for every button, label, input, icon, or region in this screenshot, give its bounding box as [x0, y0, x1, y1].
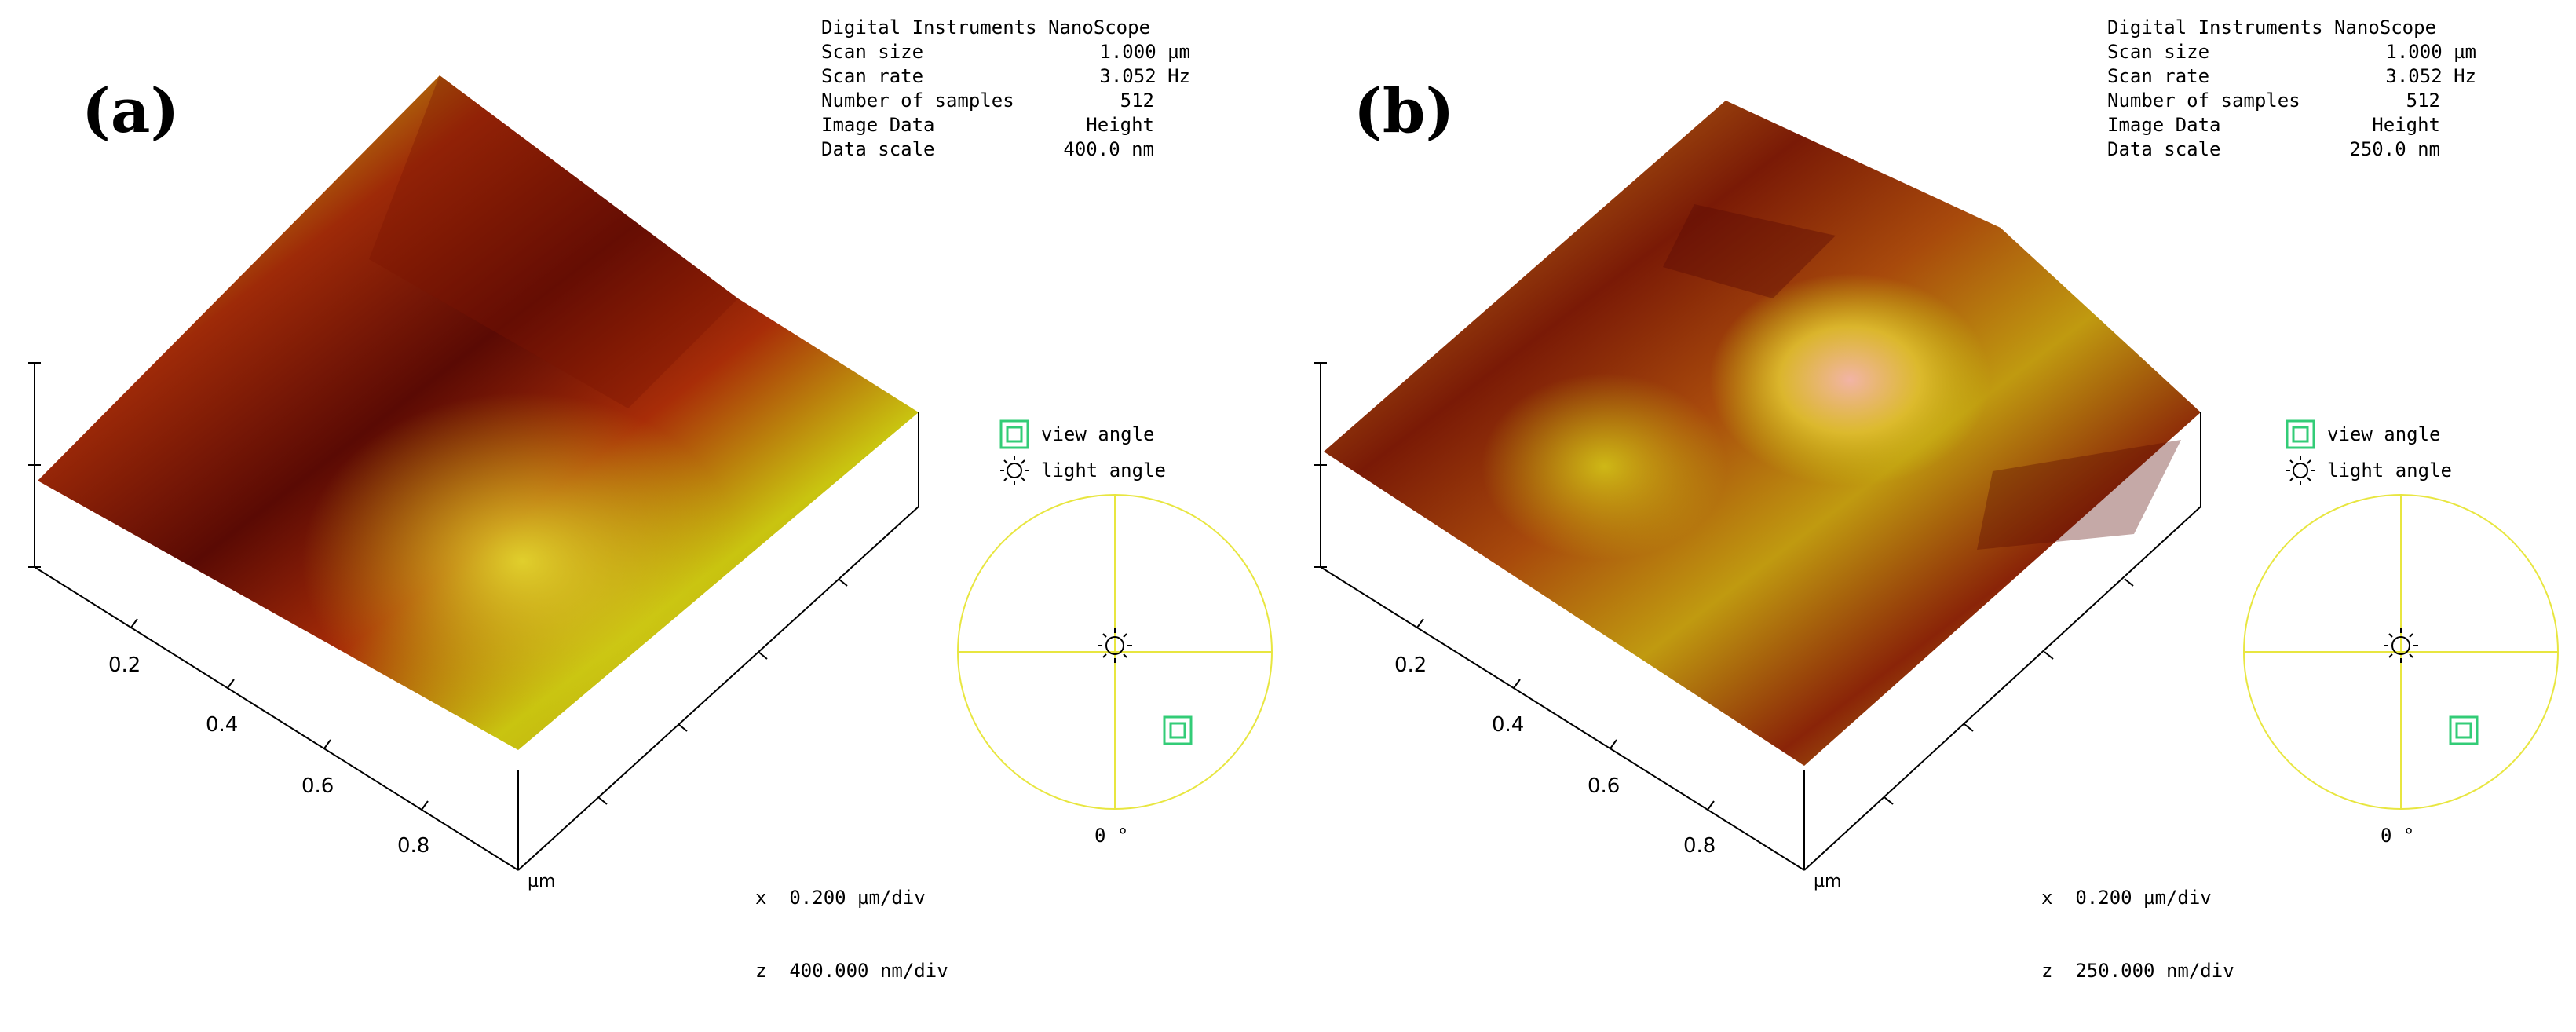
info-row-scan-size: Scan size 1.000 µm — [2107, 41, 2476, 63]
tick-label: 0.4 — [1492, 713, 1525, 737]
scale-z: z 400.000 nm/div — [755, 960, 948, 982]
afm-3d-surface-a — [28, 75, 1273, 871]
view-angle-label: view angle — [2327, 423, 2441, 445]
tick-label: 0.4 — [206, 713, 239, 737]
info-row-data-scale: Data scale 400.0 nm — [821, 138, 1154, 160]
light-angle-icon — [2286, 456, 2315, 485]
tick-label: 0.6 — [1588, 774, 1621, 798]
angle-legend: view angle light angle — [2285, 416, 2452, 489]
panel-letter: (b) — [1354, 75, 1455, 147]
info-row-image-data: Image Data Height — [821, 114, 1154, 136]
axis-unit: µm — [528, 872, 556, 891]
info-row-data-scale: Data scale 250.0 nm — [2107, 138, 2440, 160]
axis-lines — [28, 362, 919, 871]
info-row-scan-rate: Scan rate 3.052 Hz — [2107, 65, 2476, 87]
angle-legend: view angle light angle — [999, 416, 1166, 489]
info-row-samples: Number of samples 512 — [2107, 90, 2440, 112]
view-angle-marker-icon — [1163, 715, 1193, 745]
info-row-image-data: Image Data Height — [2107, 114, 2440, 136]
info-row-scan-size: Scan size 1.000 µm — [821, 41, 1190, 63]
scan-info-b: Digital Instruments NanoScope Scan size 1… — [2107, 16, 2476, 162]
tick-label: 0.2 — [108, 653, 141, 677]
view-angle-icon — [999, 419, 1029, 449]
light-angle-marker-icon — [2384, 628, 2418, 663]
light-angle-label: light angle — [1041, 459, 1166, 481]
scale-x: x 0.200 µm/div — [755, 887, 926, 909]
view-angle-marker-icon — [2449, 715, 2479, 745]
afm-panel-a: (a) Digital Instruments NanoScope Scan s… — [0, 0, 1288, 982]
light-angle-label: light angle — [2327, 459, 2452, 481]
angle-dial — [957, 494, 1273, 810]
scale-readout: x 0.200 µm/div z 250.000 nm/div — [2041, 837, 2234, 1032]
info-row-scan-rate: Scan rate 3.052 Hz — [821, 65, 1190, 87]
scale-z: z 250.000 nm/div — [2041, 960, 2234, 982]
light-angle-marker-icon — [1098, 628, 1132, 663]
angle-readout: 0 ° — [1094, 825, 1129, 847]
scale-x: x 0.200 µm/div — [2041, 887, 2212, 909]
tick-label: 0.2 — [1394, 653, 1427, 677]
tick-label: 0.6 — [301, 774, 334, 798]
afm-panel-b: (b) Digital Instruments NanoScope Scan s… — [1286, 0, 2574, 982]
info-header: Digital Instruments NanoScope — [821, 16, 1151, 38]
info-header: Digital Instruments NanoScope — [2107, 16, 2437, 38]
light-angle-icon — [1000, 456, 1029, 485]
scan-info-block: Digital Instruments NanoScope Scan size 1… — [821, 16, 1190, 162]
tick-label: 0.8 — [1683, 834, 1716, 858]
afm-3d-surface-b — [1314, 101, 2559, 871]
view-angle-label: view angle — [1041, 423, 1155, 445]
axis-unit: µm — [1814, 872, 1842, 891]
info-row-samples: Number of samples 512 — [821, 90, 1154, 112]
scale-readout: x 0.200 µm/div z 400.000 nm/div — [755, 837, 948, 1032]
axis-lines — [1314, 362, 2201, 871]
angle-dial — [2243, 494, 2559, 810]
panel-letter: (a) — [82, 75, 180, 147]
view-angle-icon — [2286, 419, 2315, 449]
angle-readout: 0 ° — [2381, 825, 2415, 847]
tick-label: 0.8 — [397, 834, 430, 858]
